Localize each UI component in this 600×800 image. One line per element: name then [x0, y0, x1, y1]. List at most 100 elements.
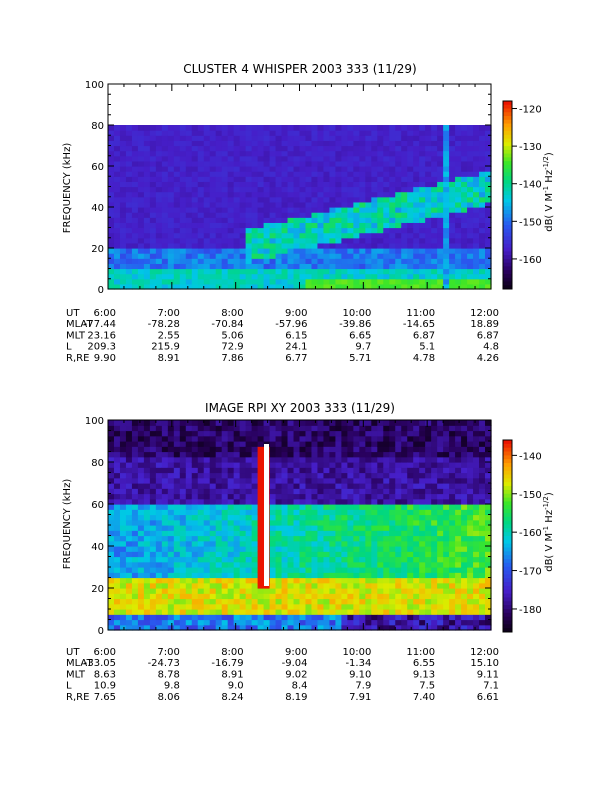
spectrogram-cell: [137, 420, 145, 426]
spectrogram-cell: [431, 509, 438, 516]
spectrogram-cell: [245, 196, 253, 203]
spectrogram-cell: [389, 614, 396, 621]
ephemeris-value: 6.15: [285, 330, 307, 341]
spectrogram-cell: [281, 217, 289, 223]
spectrogram-cell: [191, 248, 199, 254]
spectrogram-cell: [197, 430, 205, 437]
spectrogram-cell: [317, 456, 325, 463]
spectrogram-cell: [251, 273, 259, 280]
spectrogram-cell: [119, 160, 127, 167]
spectrogram-cell: [443, 493, 450, 500]
spectrogram-cell: [293, 488, 301, 495]
spectrogram-cell: [143, 435, 151, 442]
spectrogram-cell: [125, 283, 133, 290]
spectrogram-cell: [137, 525, 145, 531]
spectrogram-cell: [197, 212, 205, 218]
spectrogram-cell: [221, 572, 229, 579]
spectrogram-cell: [149, 191, 157, 198]
spectrogram-cell: [251, 546, 259, 552]
spectrogram-cell: [125, 237, 133, 244]
spectrogram-cell: [455, 263, 462, 270]
ephemeris-row-label: MLAT: [66, 319, 93, 330]
spectrogram-cell: [227, 227, 235, 234]
colorbar-swatch: [503, 559, 512, 564]
spectrogram-cell: [473, 430, 480, 437]
spectrogram-cell: [209, 130, 217, 136]
spectrogram-cell: [437, 268, 444, 275]
spectrogram-cell: [473, 135, 480, 141]
spectrogram-cell: [108, 125, 115, 131]
spectrogram-cell: [185, 273, 193, 280]
spectrogram-cell: [269, 212, 277, 218]
spectrogram-cell: [311, 462, 319, 468]
spectrogram-cell: [365, 248, 372, 254]
spectrogram-cell: [455, 582, 462, 589]
spectrogram-cell: [251, 509, 259, 516]
spectrogram-cell: [161, 258, 169, 264]
spectrogram-cell: [389, 504, 396, 510]
spectrogram-cell: [347, 614, 354, 621]
spectrogram-cell: [449, 130, 456, 136]
spectrogram-cell: [239, 546, 247, 552]
spectrogram-cell: [108, 514, 115, 521]
spectrogram-cell: [257, 273, 265, 280]
spectrogram-cell: [479, 140, 486, 147]
spectrogram-cell: [293, 155, 301, 162]
spectrogram-cell: [347, 462, 354, 468]
spectrogram-cell: [383, 567, 390, 573]
spectrogram-cell: [179, 201, 187, 208]
spectrogram-cell: [317, 155, 325, 162]
spectrogram-cell: [389, 263, 396, 270]
spectrogram-cell: [485, 278, 492, 285]
spectrogram-cell: [287, 196, 295, 203]
spectrogram-cell: [431, 572, 438, 579]
spectrogram-cell: [383, 535, 390, 542]
colorbar-ticks: -120-130-140-150-160: [512, 105, 542, 266]
spectrogram-cell: [251, 588, 259, 594]
colorbar-swatch: [503, 459, 512, 464]
spectrogram-cell: [215, 191, 223, 198]
spectrogram-cell: [113, 619, 121, 626]
spectrogram-cell: [479, 420, 486, 426]
spectrogram-cell: [323, 278, 331, 285]
spectrogram-cell: [365, 263, 372, 270]
spectrogram-cell: [233, 181, 241, 188]
spectrogram-cell: [455, 196, 462, 203]
spectrogram-cell: [263, 588, 271, 594]
spectrogram-cell: [257, 212, 265, 218]
colorbar-swatch: [503, 466, 512, 472]
spectrogram-cell: [395, 456, 402, 463]
spectrogram-cell: [191, 551, 199, 558]
spectrogram-cell: [233, 140, 241, 147]
spectrogram-cell: [395, 446, 402, 453]
colorbar-swatch: [503, 262, 512, 267]
spectrogram-cell: [371, 614, 378, 621]
spectrogram-cell: [485, 191, 492, 198]
spectrogram-cell: [323, 504, 331, 510]
spectrogram-cell: [425, 222, 432, 229]
spectrogram-cell: [203, 140, 211, 147]
spectrogram-cell: [299, 509, 307, 516]
ephemeris-value: 6:00: [94, 647, 116, 658]
spectrogram-cell: [371, 135, 378, 141]
spectrogram-cell: [365, 242, 372, 249]
spectrogram-cell: [329, 171, 336, 177]
spectrogram-cell: [239, 222, 247, 229]
spectrogram-cell: [455, 181, 462, 188]
spectrogram-cell: [443, 283, 450, 290]
spectrogram-cell: [293, 498, 301, 505]
spectrogram-cell: [293, 242, 301, 249]
spectrogram-cell: [323, 483, 331, 489]
spectrogram-cell: [359, 150, 366, 157]
spectrogram-cell: [299, 125, 307, 131]
spectrogram-cell: [461, 582, 468, 589]
spectrogram-cell: [108, 493, 115, 500]
spectrogram-cell: [131, 222, 139, 229]
spectrogram-cell: [125, 614, 133, 621]
spectrogram-cell: [461, 456, 468, 463]
spectrogram-cell: [215, 237, 223, 244]
spectrogram-cell: [131, 242, 139, 249]
spectrogram-cell: [335, 207, 342, 213]
spectrogram-cell: [479, 425, 486, 432]
spectrogram-cell: [143, 232, 151, 239]
